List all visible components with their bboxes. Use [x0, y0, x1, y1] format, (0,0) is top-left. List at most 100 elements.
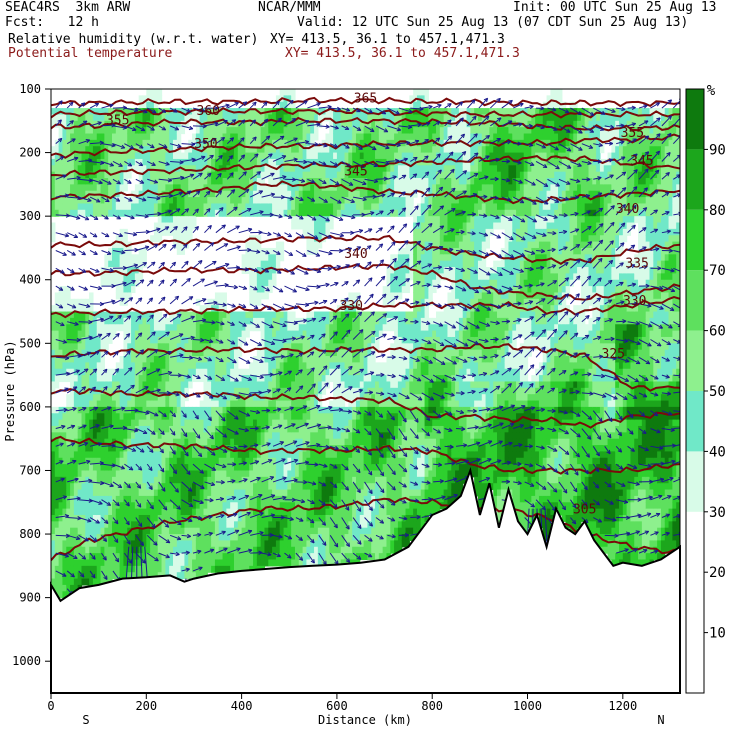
rh-cell — [138, 368, 144, 376]
rh-cell — [241, 502, 247, 510]
rh-cell — [241, 127, 247, 135]
rh-cell — [256, 241, 262, 249]
rh-cell — [344, 438, 349, 446]
rh-cell — [180, 375, 186, 383]
rh-cell — [58, 133, 64, 141]
rh-cell — [199, 464, 205, 472]
rh-cell — [150, 425, 155, 433]
rh-cell — [192, 108, 197, 116]
rh-cell — [340, 489, 346, 497]
rh-cell — [188, 317, 193, 325]
rh-cell — [306, 476, 311, 484]
rh-cell — [233, 476, 239, 484]
rh-cell — [119, 368, 125, 376]
rh-cell — [355, 457, 361, 465]
rh-cell — [306, 158, 311, 166]
rh-cell — [184, 209, 189, 217]
rh-cell — [180, 127, 186, 135]
rh-cell — [66, 108, 71, 116]
rh-cell — [314, 184, 319, 192]
rh-cell — [268, 451, 273, 459]
rh-cell — [207, 368, 212, 376]
rh-cell — [329, 457, 334, 465]
rh-cell — [184, 546, 189, 554]
rh-cell — [214, 375, 220, 383]
rh-cell — [66, 514, 71, 522]
rh-cell — [260, 387, 266, 395]
rh-cell — [199, 425, 205, 433]
rh-cell — [165, 419, 170, 427]
rh-cell — [127, 387, 132, 395]
rh-cell — [355, 139, 361, 147]
rh-cell — [195, 158, 201, 166]
rh-cell — [92, 483, 98, 491]
rh-cell — [291, 152, 296, 160]
rh-cell — [119, 273, 125, 281]
rh-cell — [314, 247, 319, 255]
rh-cell — [108, 273, 113, 281]
rh-cell — [340, 419, 346, 427]
rh-cell — [325, 330, 330, 338]
rh-cell — [89, 432, 94, 440]
rh-cell — [176, 139, 182, 147]
rh-cell — [54, 553, 60, 561]
rh-cell — [115, 495, 121, 503]
rh-cell — [51, 413, 56, 421]
rh-cell — [207, 133, 212, 141]
rh-cell — [111, 381, 117, 389]
rh-cell — [233, 464, 239, 472]
rh-cell — [172, 572, 178, 580]
rh-cell — [325, 425, 330, 433]
rh-cell — [260, 527, 266, 535]
rh-cell — [73, 451, 79, 459]
rh-cell — [192, 165, 197, 173]
rh-cell — [104, 565, 109, 573]
rh-cell — [119, 324, 125, 332]
rh-cell — [85, 311, 90, 319]
rh-cell — [306, 464, 311, 472]
rh-cell — [279, 190, 285, 198]
rh-cell — [123, 292, 128, 300]
rh-cell — [77, 534, 83, 542]
rh-cell — [211, 375, 216, 383]
rh-cell — [54, 197, 60, 205]
rh-cell — [134, 432, 140, 440]
rh-cell — [237, 432, 243, 440]
rh-cell — [294, 381, 300, 389]
rh-cell — [51, 451, 56, 459]
rh-cell — [214, 190, 220, 198]
rh-cell — [249, 387, 254, 395]
rh-cell — [344, 203, 349, 211]
rh-cell — [54, 540, 60, 548]
rh-cell — [180, 381, 186, 389]
rh-cell — [73, 311, 79, 319]
rh-cell — [294, 559, 300, 567]
rh-cell — [51, 438, 56, 446]
rh-cell — [165, 165, 170, 173]
rh-cell — [348, 534, 353, 542]
rh-cell — [127, 400, 132, 408]
rh-cell — [195, 336, 201, 344]
rh-cell — [340, 546, 346, 554]
rh-cell — [325, 432, 330, 440]
rh-cell — [260, 483, 266, 491]
rh-cell — [279, 139, 285, 147]
rh-cell — [222, 305, 227, 313]
rh-cell — [214, 343, 220, 351]
rh-cell — [96, 343, 102, 351]
rh-cell — [153, 133, 159, 141]
rh-cell — [146, 101, 151, 109]
rh-cell — [256, 438, 262, 446]
rh-cell — [237, 508, 243, 516]
rh-cell — [272, 254, 277, 262]
rh-cell — [336, 311, 342, 319]
rh-cell — [62, 578, 67, 586]
rh-cell — [233, 400, 239, 408]
rh-cell — [279, 127, 285, 135]
rh-cell — [62, 470, 67, 478]
rh-cell — [66, 324, 71, 332]
rh-cell — [325, 553, 330, 561]
rh-cell — [188, 362, 193, 370]
rh-cell — [310, 190, 315, 198]
rh-cell — [62, 197, 67, 205]
